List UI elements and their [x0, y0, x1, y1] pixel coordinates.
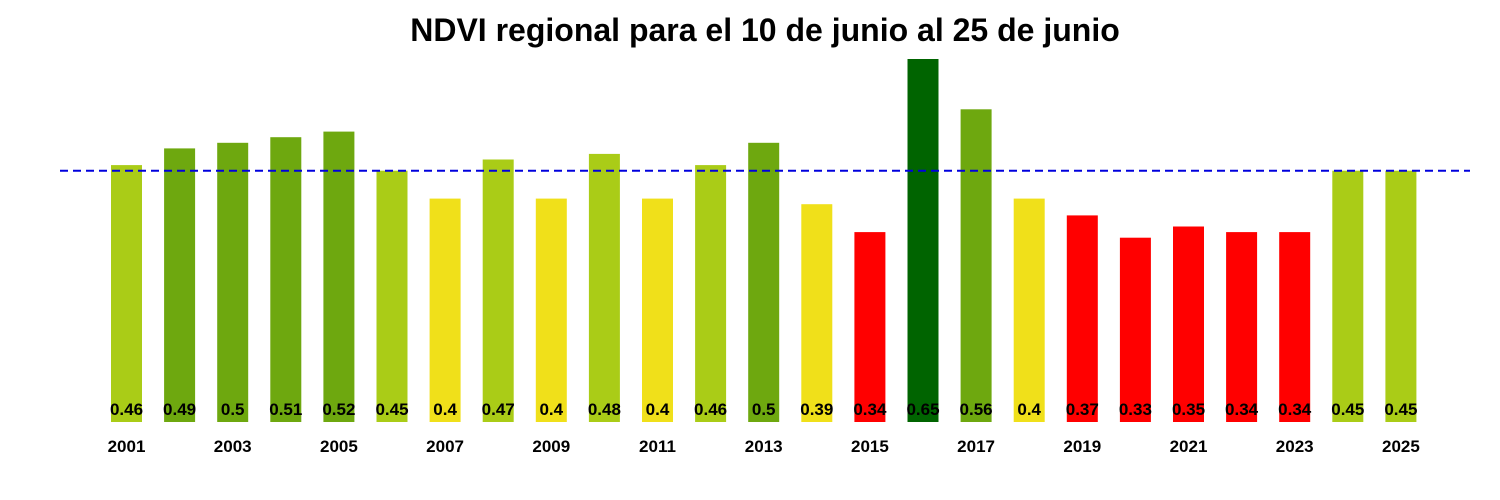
value-label-2003: 0.5: [221, 400, 245, 419]
x-axis-tick-labels: 2001 2003 2005 2007 2009 2011 2013 2015 2017 2019…: [108, 437, 1420, 456]
bar-2014: [801, 204, 833, 422]
bar-2016: [907, 59, 939, 422]
value-label-2002: 0.49: [163, 400, 196, 419]
value-label-2014: 0.39: [800, 400, 833, 419]
x-tick-label-2003: 2003: [214, 437, 252, 456]
x-tick-label-2013: 2013: [745, 437, 783, 456]
bar-2023: [1279, 232, 1311, 422]
x-tick-label-2015: 2015: [851, 437, 889, 456]
x-tick-label-2025: 2025: [1382, 437, 1420, 456]
value-label-2007: 0.4: [433, 400, 457, 419]
value-label-2017: 0.56: [960, 400, 993, 419]
bar-2015: [854, 232, 886, 422]
bars-layer: [111, 59, 1417, 423]
value-label-2009: 0.4: [539, 400, 563, 419]
bar-2005: [323, 131, 355, 422]
bar-2009: [535, 198, 567, 422]
bar-2025: [1385, 170, 1417, 422]
value-label-2016: 0.65: [906, 400, 939, 419]
value-label-2023: 0.34: [1278, 400, 1312, 419]
value-label-2013: 0.5: [752, 400, 776, 419]
bar-2019: [1066, 215, 1098, 422]
chart-title: NDVI regional para el 10 de junio al 25 …: [410, 12, 1120, 48]
x-tick-label-2009: 2009: [532, 437, 570, 456]
bar-2011: [642, 198, 673, 422]
bar-2006: [376, 170, 408, 422]
bar-2022: [1226, 232, 1258, 422]
bar-2008: [482, 159, 514, 422]
value-label-2019: 0.37: [1066, 400, 1099, 419]
x-tick-label-2021: 2021: [1170, 437, 1208, 456]
value-label-2018: 0.4: [1017, 400, 1041, 419]
bar-2021: [1173, 226, 1204, 422]
value-labels-layer: 0.46 0.49 0.5 0.51 0.52 0.45 0.4 0.47 0.4 0.48 0.4…: [110, 400, 1417, 419]
value-label-2001: 0.46: [110, 400, 143, 419]
value-label-2006: 0.45: [375, 400, 408, 419]
bar-2002: [164, 148, 196, 422]
bar-2013: [748, 142, 780, 423]
x-tick-label-2017: 2017: [957, 437, 995, 456]
x-tick-label-2005: 2005: [320, 437, 358, 456]
bar-2020: [1119, 237, 1151, 422]
bar-2003: [217, 142, 249, 423]
bar-2012: [695, 165, 727, 422]
value-label-2012: 0.46: [694, 400, 727, 419]
value-label-2025: 0.45: [1384, 400, 1417, 419]
value-label-2015: 0.34: [853, 400, 887, 419]
value-label-2020: 0.33: [1119, 400, 1152, 419]
x-tick-label-2007: 2007: [426, 437, 464, 456]
x-tick-label-2023: 2023: [1276, 437, 1314, 456]
bar-2007: [429, 198, 461, 422]
bar-2024: [1332, 170, 1364, 422]
value-label-2022: 0.34: [1225, 400, 1259, 419]
bar-2017: [960, 109, 992, 423]
bar-2001: [111, 165, 142, 422]
x-tick-label-2001: 2001: [108, 437, 146, 456]
value-label-2021: 0.35: [1172, 400, 1205, 419]
x-tick-label-2011: 2011: [639, 437, 676, 456]
value-label-2011: 0.4: [646, 400, 670, 419]
bar-2018: [1013, 198, 1045, 422]
value-label-2024: 0.45: [1331, 400, 1364, 419]
value-label-2004: 0.51: [269, 400, 302, 419]
value-label-2008: 0.47: [482, 400, 515, 419]
bar-2010: [588, 153, 620, 422]
bar-2004: [270, 137, 302, 422]
value-label-2010: 0.48: [588, 400, 621, 419]
value-label-2005: 0.52: [322, 400, 355, 419]
x-tick-label-2019: 2019: [1063, 437, 1101, 456]
